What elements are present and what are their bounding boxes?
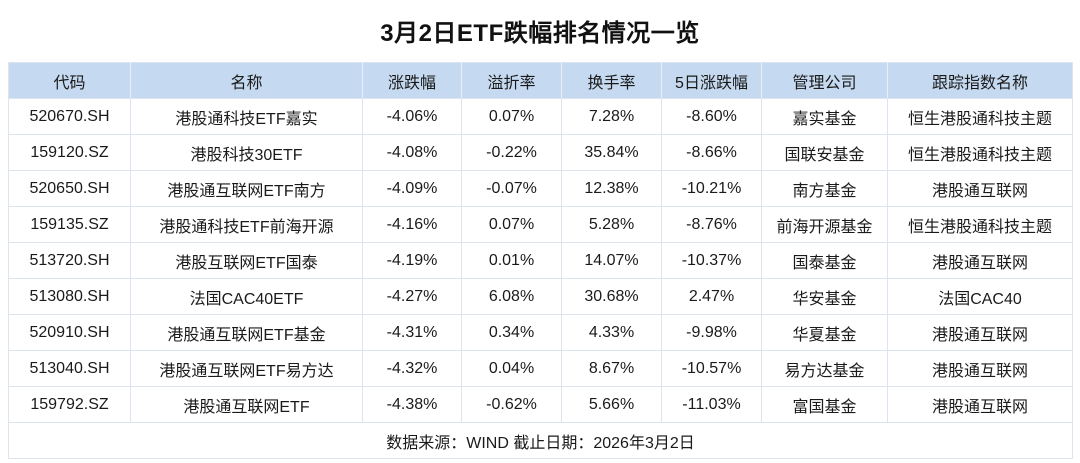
table-row: 513720.SH 港股互联网ETF国泰 -4.19% 0.01% 14.07% -10.… — [8, 242, 1073, 279]
cell-five-day-change: -9.98% — [661, 314, 762, 351]
cell-five-day-change: -10.21% — [661, 170, 762, 207]
cell-index-name: 法国CAC40 — [887, 278, 1073, 315]
table-body: 520670.SH 港股通科技ETF嘉实 -4.06% 0.07% 7.28% -8.60… — [8, 98, 1073, 423]
cell-premium-discount: -0.07% — [461, 170, 562, 207]
column-header-premium-discount: 溢折率 — [461, 62, 562, 99]
table-row: 520650.SH 港股通互联网ETF南方 -4.09% -0.07% 12.38% -1… — [8, 170, 1073, 207]
table-header-row: 代码 名称 涨跌幅 溢折率 换手率 5日涨跌幅 管理公司 跟踪指数名称 — [8, 62, 1073, 99]
cell-index-name: 恒生港股通科技主题 — [887, 134, 1073, 171]
cell-name: 港股通互联网ETF南方 — [130, 170, 363, 207]
cell-change: -4.09% — [362, 170, 462, 207]
cell-manager: 嘉实基金 — [761, 98, 888, 135]
cell-manager: 前海开源基金 — [761, 206, 888, 243]
cell-turnover: 12.38% — [561, 170, 662, 207]
table-row: 159792.SZ 港股通互联网ETF -4.38% -0.62% 5.66% -11.0… — [8, 386, 1073, 423]
cell-name: 港股通科技ETF嘉实 — [130, 98, 363, 135]
table-row: 520910.SH 港股通互联网ETF基金 -4.31% 0.34% 4.33% -9.9… — [8, 314, 1073, 351]
cell-name: 港股通科技ETF前海开源 — [130, 206, 363, 243]
cell-change: -4.31% — [362, 314, 462, 351]
cell-name: 法国CAC40ETF — [130, 278, 363, 315]
cell-code: 159120.SZ — [8, 134, 131, 171]
table-row: 513080.SH 法国CAC40ETF -4.27% 6.08% 30.68% 2.47… — [8, 278, 1073, 315]
cell-turnover: 35.84% — [561, 134, 662, 171]
column-header-turnover: 换手率 — [561, 62, 662, 99]
cell-change: -4.06% — [362, 98, 462, 135]
cell-change: -4.19% — [362, 242, 462, 279]
column-header-manager: 管理公司 — [761, 62, 888, 99]
cell-five-day-change: 2.47% — [661, 278, 762, 315]
cell-five-day-change: -10.37% — [661, 242, 762, 279]
cell-index-name: 港股通互联网 — [887, 170, 1073, 207]
cell-premium-discount: 0.07% — [461, 98, 562, 135]
table-row: 520670.SH 港股通科技ETF嘉实 -4.06% 0.07% 7.28% -8.60… — [8, 98, 1073, 135]
cell-code: 520670.SH — [8, 98, 131, 135]
cell-index-name: 港股通互联网 — [887, 350, 1073, 387]
cell-premium-discount: -0.22% — [461, 134, 562, 171]
cell-premium-discount: -0.62% — [461, 386, 562, 423]
cell-manager: 易方达基金 — [761, 350, 888, 387]
cell-index-name: 港股通互联网 — [887, 386, 1073, 423]
cell-name: 港股通互联网ETF基金 — [130, 314, 363, 351]
cell-name: 港股科技30ETF — [130, 134, 363, 171]
cell-change: -4.27% — [362, 278, 462, 315]
cell-turnover: 5.66% — [561, 386, 662, 423]
cell-index-name: 港股通互联网 — [887, 242, 1073, 279]
cell-index-name: 港股通互联网 — [887, 314, 1073, 351]
cell-index-name: 恒生港股通科技主题 — [887, 206, 1073, 243]
cell-code: 520910.SH — [8, 314, 131, 351]
cell-name: 港股通互联网ETF — [130, 386, 363, 423]
table-row: 159135.SZ 港股通科技ETF前海开源 -4.16% 0.07% 5.28% -8.… — [8, 206, 1073, 243]
cell-code: 520650.SH — [8, 170, 131, 207]
cell-premium-discount: 0.04% — [461, 350, 562, 387]
cell-manager: 华安基金 — [761, 278, 888, 315]
table-row: 513040.SH 港股通互联网ETF易方达 -4.32% 0.04% 8.67% -10… — [8, 350, 1073, 387]
column-header-name: 名称 — [130, 62, 363, 99]
cell-manager: 华夏基金 — [761, 314, 888, 351]
cell-turnover: 7.28% — [561, 98, 662, 135]
cell-code: 513080.SH — [8, 278, 131, 315]
column-header-index-name: 跟踪指数名称 — [887, 62, 1073, 99]
cell-manager: 国联安基金 — [761, 134, 888, 171]
cell-five-day-change: -11.03% — [661, 386, 762, 423]
cell-premium-discount: 0.07% — [461, 206, 562, 243]
cell-change: -4.16% — [362, 206, 462, 243]
cell-code: 159135.SZ — [8, 206, 131, 243]
cell-change: -4.38% — [362, 386, 462, 423]
cell-index-name: 恒生港股通科技主题 — [887, 98, 1073, 135]
cell-name: 港股互联网ETF国泰 — [130, 242, 363, 279]
cell-code: 513720.SH — [8, 242, 131, 279]
cell-manager: 南方基金 — [761, 170, 888, 207]
table-footer-row: 数据来源：WIND 截止日期：2026年3月2日 — [8, 422, 1073, 459]
data-source-note: 数据来源：WIND 截止日期：2026年3月2日 — [8, 422, 1073, 459]
cell-premium-discount: 0.01% — [461, 242, 562, 279]
cell-name: 港股通互联网ETF易方达 — [130, 350, 363, 387]
cell-five-day-change: -8.60% — [661, 98, 762, 135]
cell-manager: 富国基金 — [761, 386, 888, 423]
cell-turnover: 8.67% — [561, 350, 662, 387]
cell-premium-discount: 6.08% — [461, 278, 562, 315]
etf-ranking-table: 代码 名称 涨跌幅 溢折率 换手率 5日涨跌幅 管理公司 跟踪指数名称 520670.SH 港股… — [8, 62, 1073, 459]
page-title: 3月2日ETF跌幅排名情况一览 — [380, 20, 700, 47]
cell-code: 513040.SH — [8, 350, 131, 387]
cell-turnover: 14.07% — [561, 242, 662, 279]
cell-five-day-change: -10.57% — [661, 350, 762, 387]
cell-turnover: 30.68% — [561, 278, 662, 315]
table-row: 159120.SZ 港股科技30ETF -4.08% -0.22% 35.84% -8.6… — [8, 134, 1073, 171]
cell-five-day-change: -8.76% — [661, 206, 762, 243]
cell-change: -4.08% — [362, 134, 462, 171]
cell-change: -4.32% — [362, 350, 462, 387]
column-header-five-day-change: 5日涨跌幅 — [661, 62, 762, 99]
cell-code: 159792.SZ — [8, 386, 131, 423]
cell-manager: 国泰基金 — [761, 242, 888, 279]
cell-turnover: 4.33% — [561, 314, 662, 351]
cell-turnover: 5.28% — [561, 206, 662, 243]
column-header-code: 代码 — [8, 62, 131, 99]
column-header-change: 涨跌幅 — [362, 62, 462, 99]
cell-premium-discount: 0.34% — [461, 314, 562, 351]
cell-five-day-change: -8.66% — [661, 134, 762, 171]
